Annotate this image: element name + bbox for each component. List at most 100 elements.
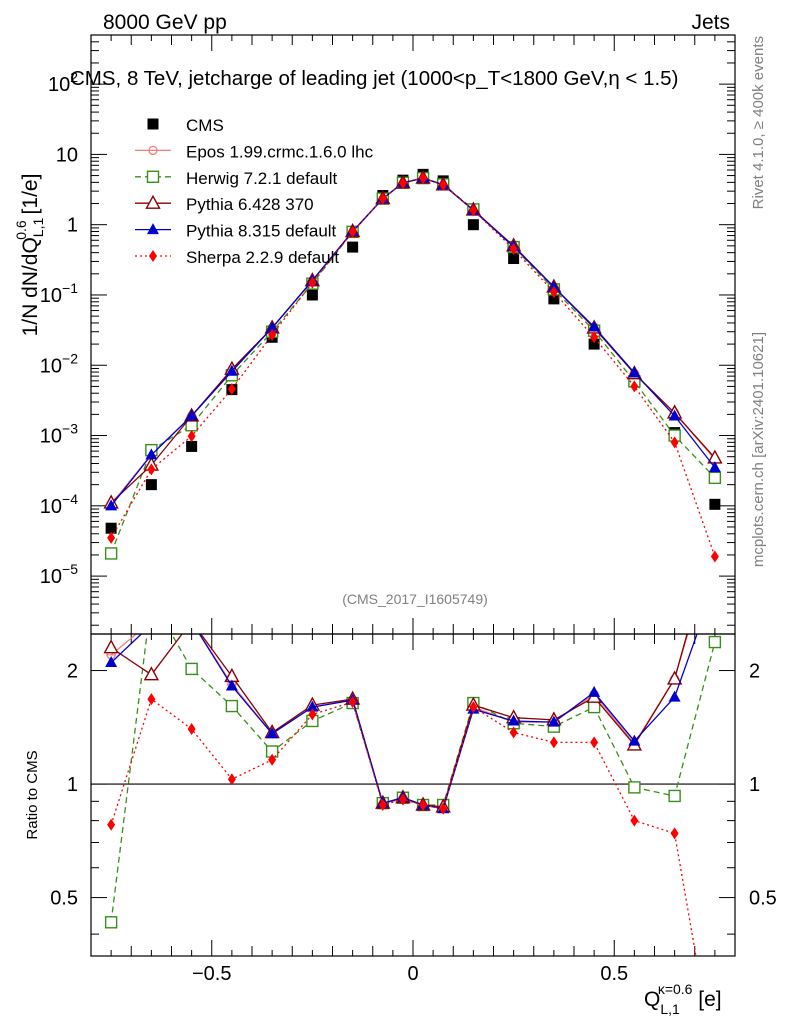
herwig-ratio-point: [708, 635, 722, 649]
sherpa-ratio-point: [268, 753, 277, 766]
sherpa-point: [670, 436, 679, 449]
cms-point: [347, 241, 359, 253]
y-tick-label: 102: [48, 69, 78, 96]
pythia8-point: [708, 461, 721, 473]
legend-marker: [149, 250, 157, 262]
cms-point: [709, 498, 721, 510]
sherpa-ratio-point: [509, 726, 518, 739]
cms-point: [548, 293, 560, 305]
plot-title: CMS, 8 TeV, jetcharge of leading jet (10…: [70, 67, 678, 90]
pythia8-ratio-point: [709, 577, 721, 588]
sherpa-ratio-point: [419, 799, 428, 812]
pythia8-ratio-point: [507, 714, 520, 726]
ratio-frame: [90, 633, 736, 957]
pythia8-ratio-point: [306, 700, 319, 712]
legend-item: Herwig 7.2.1 default: [135, 169, 337, 188]
pythia8-ratio-point: [547, 715, 560, 727]
herwig-point: [104, 547, 118, 560]
x-tick-label: 0.5: [600, 963, 628, 985]
legend: CMS Epos 1.99.crmc.1.6.0 lhc Herwig 7.2.1 …: [135, 116, 374, 267]
y-tick-label: 10−2: [40, 350, 78, 377]
sherpa-point: [710, 550, 719, 563]
mcplots-label: mcplots.cern.ch [arXiv:2401.10621]: [750, 332, 767, 567]
sherpa-ratio-point: [378, 799, 387, 812]
sherpa-ratio-point: [590, 736, 599, 749]
cms-point: [186, 440, 198, 452]
sherpa-point: [107, 531, 116, 544]
sherpa-ratio-point: [549, 736, 558, 749]
sherpa-ratio-point: [147, 693, 156, 706]
sherpa-ratio-point: [469, 701, 478, 714]
sherpa-point: [630, 380, 639, 393]
ratio-y-label: Ratio to CMS: [24, 750, 41, 839]
sherpa-point: [439, 178, 448, 191]
main-panel: 10−5 10−4 10−3 10−2 10−1 1 10 102: [40, 34, 736, 635]
pythia8-point: [225, 364, 238, 376]
epos-ratio-point: [711, 537, 719, 545]
sherpa-point: [419, 172, 428, 185]
sherpa-point: [308, 276, 317, 289]
herwig-ratio-point: [185, 662, 198, 676]
legend-item: Pythia 8.315 default: [135, 222, 337, 241]
ratio-y-tick-label: 2: [67, 661, 78, 683]
herwig-ratio-point: [225, 699, 239, 713]
sherpa-ratio-point: [227, 773, 236, 786]
pythia6-ratio-point: [708, 527, 721, 539]
pythia8-point: [547, 280, 560, 292]
ratio-axis-ticks: [90, 634, 736, 956]
sherpa-ratio-point: [398, 793, 407, 806]
cms-point: [508, 253, 520, 265]
ratio-y-tick-label: 1: [67, 774, 78, 796]
ratio-y-tick-label: 0.5: [50, 888, 78, 910]
sherpa-point: [549, 286, 558, 299]
pythia8-ratio-point: [186, 615, 198, 626]
legend-marker: [146, 170, 160, 184]
pythia8-ratio-line: [110, 634, 698, 810]
pythia6-ratio-point: [185, 614, 198, 626]
herwig-ratio-point: [146, 593, 157, 604]
sherpa-point: [509, 243, 518, 256]
y-tick-label: 10−1: [40, 280, 78, 307]
header-right: Jets: [691, 11, 730, 34]
main-y-tick-labels: 10−5 10−4 10−3 10−2 10−1 1 10 102: [40, 69, 78, 588]
main-series: [103, 168, 723, 563]
y-tick-label: 10−5: [40, 561, 78, 588]
legend-item: CMS: [147, 116, 224, 135]
pythia8-point: [266, 321, 279, 333]
pythia8-ratio-point: [225, 679, 238, 691]
epos-ratio-point: [147, 617, 155, 625]
pythia8-point: [105, 499, 118, 511]
legend-item: Pythia 6.428 370: [135, 194, 314, 214]
sherpa-point: [469, 204, 478, 217]
sherpa-ratio-point: [308, 708, 317, 721]
legend-label: Pythia 8.315 default: [186, 222, 337, 241]
ratio-tick-labels: 0.5 0.5 1 1 2 2 −0.5 0 0.5: [50, 661, 777, 985]
sherpa-ratio-point: [348, 696, 357, 709]
sherpa-ratio-point: [107, 818, 116, 831]
sherpa-point: [378, 192, 387, 205]
x-tick-label: 0: [407, 963, 418, 985]
x-tick-label: −0.5: [192, 963, 231, 985]
pythia6-ratio-point: [103, 639, 119, 654]
y-tick-label: 10−4: [40, 491, 78, 518]
ratio-series-pythia8: [105, 577, 721, 814]
ratio-y-tick-label-right: 1: [749, 774, 760, 796]
herwig-ratio-point: [668, 789, 681, 803]
pythia8-point: [185, 409, 198, 421]
x-axis-label: QL,1κ=0.6 [e]: [644, 981, 722, 1017]
pythia8-point: [588, 320, 601, 332]
pythia6-ratio-point: [666, 670, 683, 685]
y-tick-label: 1: [67, 215, 78, 237]
pythia8-ratio-point: [145, 618, 157, 629]
herwig-ratio-point: [587, 700, 601, 714]
reference-label: (CMS_2017_I1605749): [342, 591, 488, 607]
y-axis-label: 1/N dN/dQL,10.6 [1/e]: [13, 174, 46, 337]
legend-marker: [147, 223, 159, 235]
cms-point: [467, 219, 479, 231]
pythia8-point: [668, 409, 681, 421]
pythia8-point: [628, 366, 641, 378]
y-tick-label: 10: [56, 144, 78, 166]
pythia8-point: [145, 448, 158, 460]
legend-label: Sherpa 2.2.9 default: [186, 248, 339, 267]
legend-cms-marker: [147, 118, 159, 130]
